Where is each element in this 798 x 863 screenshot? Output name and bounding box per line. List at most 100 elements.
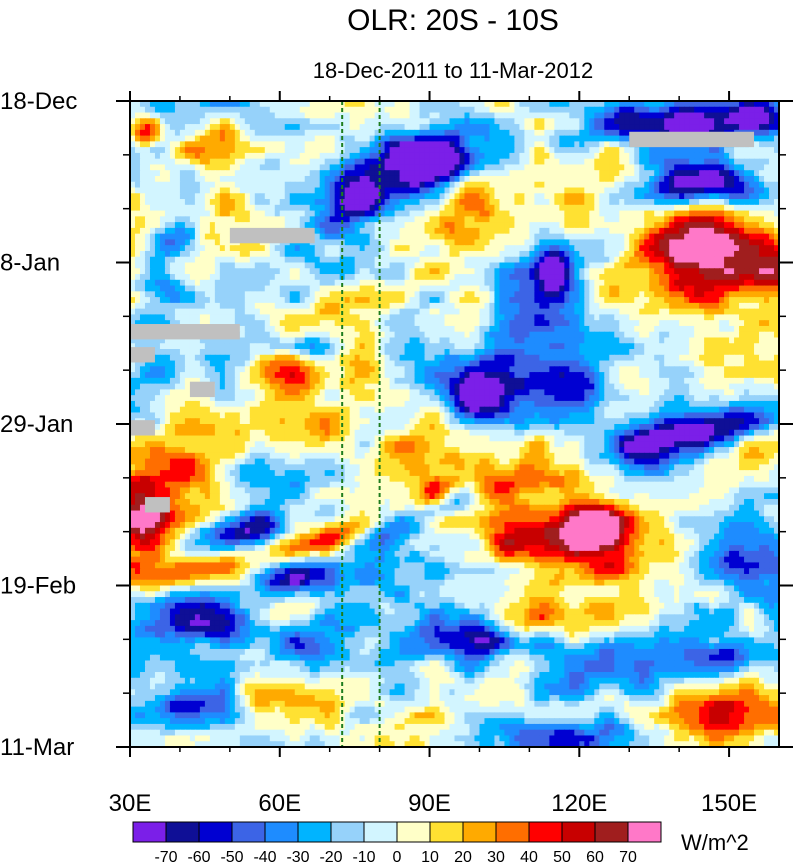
heatmap-cell: [269, 291, 276, 298]
heatmap-cell: [189, 204, 196, 212]
heatmap-cell: [594, 239, 600, 246]
heatmap-cell: [289, 250, 296, 258]
heatmap-cell: [399, 187, 406, 194]
heatmap-cell: [284, 256, 291, 264]
heatmap-cell: [699, 147, 705, 154]
heatmap-cell: [364, 285, 371, 292]
heatmap-cell: [454, 135, 461, 142]
heatmap-cell: [154, 106, 161, 114]
heatmap-cell: [599, 227, 605, 235]
heatmap-cell: [169, 112, 176, 119]
heatmap-cell: [474, 135, 481, 142]
heatmap-cell: [549, 152, 555, 160]
heatmap-cell: [204, 285, 211, 292]
heatmap-cell: [454, 181, 461, 189]
heatmap-cell: [244, 291, 251, 298]
heatmap-cell: [494, 112, 501, 119]
heatmap-cell: [729, 101, 735, 108]
heatmap-cell: [689, 216, 695, 223]
heatmap-cell: [604, 175, 610, 183]
heatmap-cell: [144, 106, 151, 114]
heatmap-cell: [659, 152, 665, 160]
heatmap-cell: [209, 256, 216, 264]
heatmap-cell: [179, 285, 186, 292]
heatmap-cell: [394, 302, 401, 310]
heatmap-cell: [624, 187, 630, 194]
heatmap-cell: [229, 158, 236, 166]
heatmap-cell: [239, 112, 246, 119]
heatmap-cell: [459, 302, 466, 310]
heatmap-cell: [354, 129, 361, 137]
heatmap-cell: [359, 302, 366, 310]
heatmap-cell: [589, 141, 595, 148]
heatmap-cell: [374, 112, 381, 119]
heatmap-cell: [704, 262, 710, 269]
heatmap-cell: [599, 204, 605, 212]
heatmap-cell: [444, 164, 451, 171]
heatmap-cell: [714, 164, 720, 171]
heatmap-cell: [554, 199, 560, 206]
heatmap-cell: [644, 279, 650, 287]
heatmap-cell: [539, 152, 545, 160]
heatmap-cell: [354, 164, 361, 171]
heatmap-cell: [569, 314, 575, 321]
heatmap-cell: [384, 291, 391, 298]
heatmap-cell: [264, 308, 271, 316]
heatmap-cell: [609, 291, 615, 298]
heatmap-cell: [324, 124, 331, 131]
heatmap-cell: [309, 297, 316, 304]
heatmap-cell: [259, 285, 266, 292]
heatmap-cell: [269, 320, 276, 327]
heatmap-cell: [139, 216, 146, 223]
heatmap-cell: [404, 291, 411, 298]
heatmap-cell: [144, 164, 151, 171]
heatmap-cell: [604, 233, 610, 241]
heatmap-cell: [344, 152, 351, 160]
heatmap-cell: [269, 158, 276, 166]
heatmap-cell: [759, 158, 765, 166]
heatmap-cell: [534, 302, 540, 310]
heatmap-cell: [354, 106, 361, 114]
heatmap-cell: [529, 308, 535, 316]
heatmap-cell: [499, 199, 506, 206]
heatmap-cell: [594, 262, 600, 269]
heatmap-cell: [389, 152, 396, 160]
heatmap-cell: [509, 222, 516, 229]
heatmap-cell: [184, 118, 191, 125]
heatmap-cell: [159, 216, 166, 223]
heatmap-cell: [459, 112, 466, 119]
heatmap-cell: [559, 158, 565, 166]
heatmap-cell: [154, 175, 161, 183]
heatmap-cell: [769, 233, 775, 241]
heatmap-cell: [754, 274, 760, 281]
heatmap-cell: [364, 320, 371, 327]
heatmap-cell: [774, 245, 779, 252]
heatmap-cell: [479, 245, 486, 252]
heatmap-cell: [324, 274, 331, 281]
heatmap-cell: [404, 227, 411, 235]
heatmap-cell: [719, 274, 725, 281]
heatmap-cell: [674, 245, 680, 252]
heatmap-cell: [384, 233, 391, 241]
heatmap-cell: [144, 233, 151, 241]
heatmap-cell: [484, 158, 491, 166]
heatmap-cell: [474, 227, 481, 235]
heatmap-cell: [494, 314, 501, 321]
heatmap-cell: [539, 204, 545, 212]
heatmap-cell: [199, 233, 206, 241]
heatmap-cell: [649, 297, 655, 304]
heatmap-cell: [729, 204, 735, 212]
heatmap-cell: [449, 141, 456, 148]
heatmap-cell: [204, 118, 211, 125]
heatmap-cell: [449, 181, 456, 189]
heatmap-cell: [599, 147, 605, 154]
heatmap-cell: [459, 233, 466, 241]
heatmap-cell: [409, 291, 416, 298]
heatmap-cell: [249, 256, 256, 264]
heatmap-cell: [644, 181, 650, 189]
heatmap-cell: [204, 193, 211, 200]
heatmap-cell: [184, 216, 191, 223]
heatmap-cell: [669, 118, 675, 125]
heatmap-cell: [609, 285, 615, 292]
heatmap-cell: [724, 152, 730, 160]
